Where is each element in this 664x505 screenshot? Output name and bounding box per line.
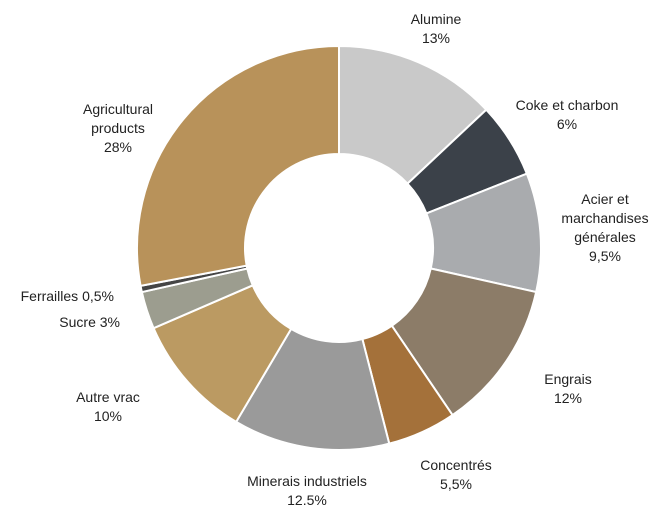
category-label: Concentrés — [420, 457, 492, 473]
category-label: Acier et marchandises générales — [561, 191, 649, 245]
segment-label: Alumine 13% — [386, 10, 486, 48]
category-label: Alumine — [410, 11, 462, 27]
value-label: 28% — [103, 139, 133, 155]
value-label: 12.5% — [287, 492, 327, 505]
segment-label: Ferrailles 0,5% — [0, 287, 114, 306]
value-label: 0,5% — [82, 288, 114, 304]
value-label: 3% — [99, 314, 120, 330]
category-label: Minerais industriels — [247, 473, 367, 489]
category-label: Autre vrac — [76, 389, 140, 405]
segment-label: Concentrés 5,5% — [406, 456, 506, 494]
value-label: 10% — [93, 408, 123, 424]
donut-segment — [136, 44, 340, 288]
category-label: Sucre — [59, 314, 96, 330]
segment-label: Autre vrac 10% — [58, 388, 158, 426]
value-label: 12% — [553, 390, 583, 406]
value-label: 5,5% — [440, 476, 472, 492]
category-label: Engrais — [544, 371, 592, 387]
segment-label: Coke et charbon 6% — [492, 96, 642, 134]
category-label: Coke et charbon — [515, 97, 619, 113]
value-label: 6% — [556, 116, 578, 132]
category-label: Agricultural products — [82, 101, 154, 136]
category-label: Ferrailles — [20, 288, 79, 304]
value-label: 13% — [421, 30, 451, 46]
segment-label: Engrais 12% — [518, 370, 618, 408]
segment-label: Sucre 3% — [0, 313, 120, 332]
segment-label: Agricultural products 28% — [68, 100, 168, 157]
value-label: 9,5% — [589, 248, 621, 264]
segment-label: Acier et marchandises générales 9,5% — [548, 190, 662, 266]
segment-label: Minerais industriels 12.5% — [227, 472, 387, 505]
